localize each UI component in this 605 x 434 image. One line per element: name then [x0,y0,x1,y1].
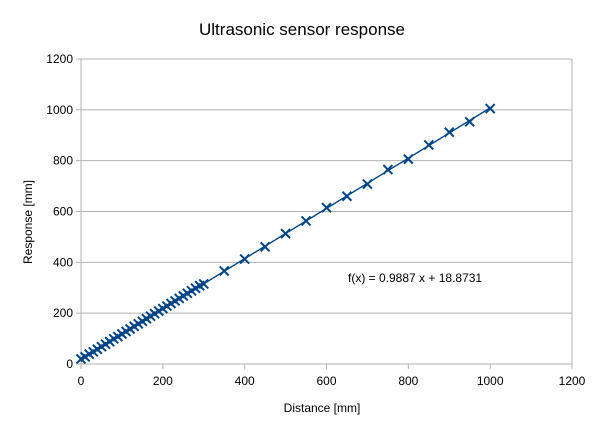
y-tick-label-6: 1200 [46,52,73,66]
y-tick-label-0: 0 [66,357,73,371]
data-point [423,139,434,151]
data-point [198,278,209,290]
x-tick-label-3: 600 [316,374,336,388]
x-tick-label-4: 800 [398,374,418,388]
data-point [239,253,250,265]
x-tick-label-6: 1200 [559,374,586,388]
data-point [341,191,353,202]
y-tick-label-4: 800 [53,154,73,168]
data-point [484,103,496,114]
trendline-equation: f(x) = 0.9887 x + 18.8731 [348,271,482,285]
data-point [321,202,332,213]
gridlines [81,58,572,365]
x-tick-labels: 0 200 400 600 800 1000 1200 [78,374,586,388]
y-axis-label: Response [mm] [21,180,35,264]
data-point [300,215,312,227]
x-tick-label-1: 200 [153,374,173,388]
x-tick-label-5: 1000 [477,374,504,388]
chart-title: Ultrasonic sensor response [199,20,405,39]
y-tick-label-5: 1000 [46,103,73,117]
x-axis-label: Distance [mm] [284,401,361,415]
data-point [219,265,230,277]
data-point [464,116,475,127]
x-tick-label-2: 400 [235,374,255,388]
data-point [259,241,271,253]
x-tick-label-0: 0 [78,374,85,388]
data-point [444,126,455,138]
y-tick-label-1: 200 [53,306,73,320]
axes [76,58,573,369]
data-point [362,178,373,190]
data-point [403,153,414,165]
y-tick-label-3: 600 [53,205,73,219]
y-tick-label-2: 400 [53,255,73,269]
data-points [75,103,496,365]
data-point [280,228,291,239]
y-tick-labels: 0 200 400 600 800 1000 1200 [46,52,73,371]
data-point [382,164,394,175]
